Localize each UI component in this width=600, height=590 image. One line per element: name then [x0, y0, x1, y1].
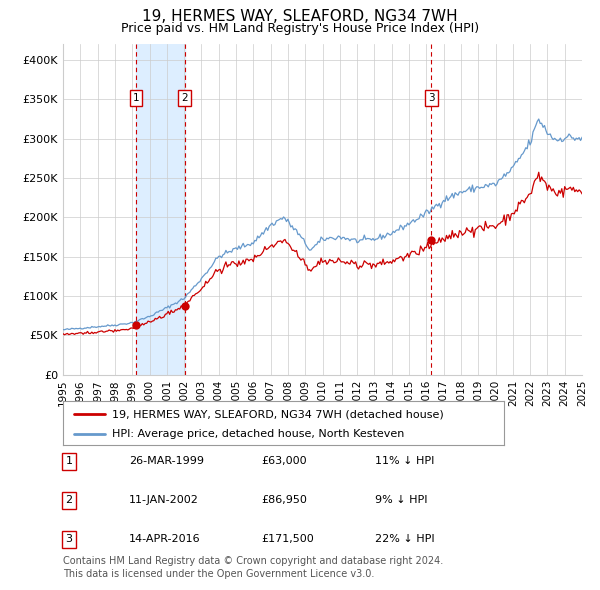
Text: Contains HM Land Registry data © Crown copyright and database right 2024.: Contains HM Land Registry data © Crown c…: [63, 556, 443, 566]
Text: 26-MAR-1999: 26-MAR-1999: [129, 457, 204, 466]
Text: This data is licensed under the Open Government Licence v3.0.: This data is licensed under the Open Gov…: [63, 569, 374, 579]
Text: 22% ↓ HPI: 22% ↓ HPI: [375, 535, 434, 544]
Text: 3: 3: [65, 535, 73, 544]
Bar: [136, 44, 185, 375]
Text: 2: 2: [65, 496, 73, 505]
Text: £63,000: £63,000: [261, 457, 307, 466]
Text: 11% ↓ HPI: 11% ↓ HPI: [375, 457, 434, 466]
Text: 1: 1: [65, 457, 73, 466]
Text: £86,950: £86,950: [261, 496, 307, 505]
Text: 14-APR-2016: 14-APR-2016: [129, 535, 200, 544]
Text: 2: 2: [181, 93, 188, 103]
Text: 11-JAN-2002: 11-JAN-2002: [129, 496, 199, 505]
Text: 3: 3: [428, 93, 434, 103]
Text: 9% ↓ HPI: 9% ↓ HPI: [375, 496, 427, 505]
Text: 1: 1: [133, 93, 139, 103]
Text: £171,500: £171,500: [261, 535, 314, 544]
Text: Price paid vs. HM Land Registry's House Price Index (HPI): Price paid vs. HM Land Registry's House …: [121, 22, 479, 35]
Text: 19, HERMES WAY, SLEAFORD, NG34 7WH (detached house): 19, HERMES WAY, SLEAFORD, NG34 7WH (deta…: [112, 409, 443, 419]
Text: HPI: Average price, detached house, North Kesteven: HPI: Average price, detached house, Nort…: [112, 430, 404, 440]
Text: 19, HERMES WAY, SLEAFORD, NG34 7WH: 19, HERMES WAY, SLEAFORD, NG34 7WH: [142, 9, 458, 24]
